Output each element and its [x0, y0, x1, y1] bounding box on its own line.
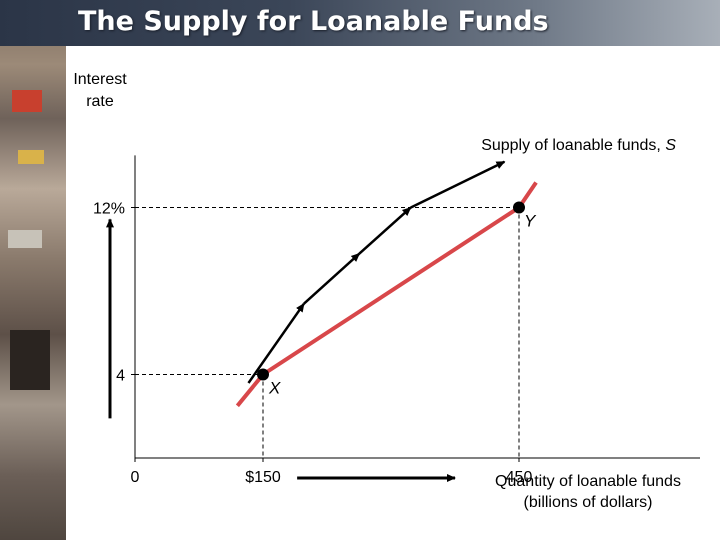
- supply-curve: [235, 181, 538, 408]
- chart-background: [66, 46, 720, 540]
- point-x: [257, 368, 269, 381]
- background-photo-strip: [0, 0, 66, 540]
- x-tick-label: $150: [245, 469, 281, 486]
- x-axis-title: (billions of dollars): [524, 494, 653, 511]
- point-y: [513, 201, 525, 214]
- shift-arrow: [358, 206, 412, 255]
- point-label: Y: [524, 212, 537, 231]
- supply-curve-label: Supply of loanable funds, S: [481, 137, 676, 154]
- y-axis-title: Interest: [73, 71, 127, 88]
- crowd-shadow: [10, 330, 50, 390]
- neon-sign: [8, 230, 42, 248]
- shift-arrow: [247, 302, 305, 384]
- y-tick-label: 4: [116, 368, 125, 385]
- x-tick-label: 0: [131, 469, 140, 486]
- y-axis-title: rate: [86, 93, 114, 110]
- point-label: X: [268, 379, 281, 398]
- y-tick-label: 12%: [93, 201, 125, 218]
- shift-arrow: [303, 252, 361, 305]
- neon-sign: [12, 90, 42, 112]
- title-bar: The Supply for Loanable Funds: [0, 0, 720, 46]
- shift-arrow: [410, 160, 506, 209]
- neon-sign: [18, 150, 44, 164]
- x-axis-title: Quantity of loanable funds: [495, 473, 681, 490]
- slide-title: The Supply for Loanable Funds: [78, 6, 549, 37]
- x-tick-label: 450: [506, 469, 533, 486]
